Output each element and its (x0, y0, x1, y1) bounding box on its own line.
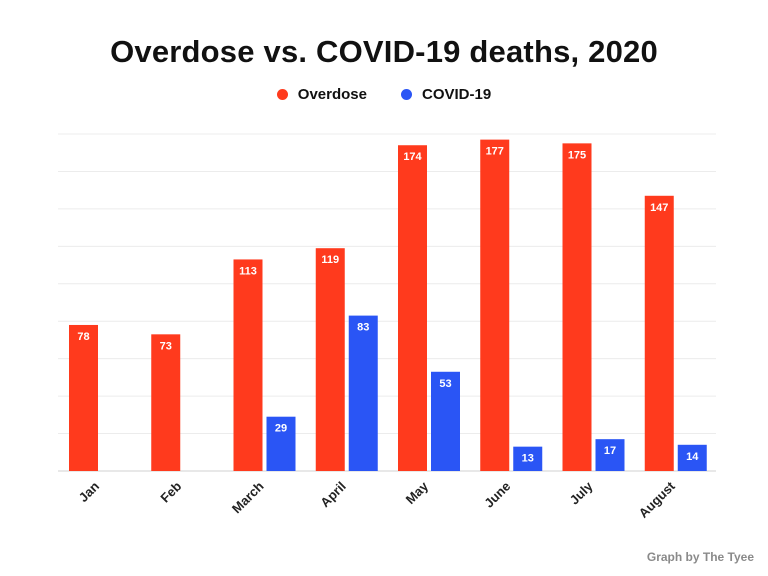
bar-overdose (233, 259, 263, 471)
bar-overdose (398, 145, 427, 471)
bar-covid-19 (595, 439, 625, 471)
data-label: 83 (357, 322, 369, 334)
bar-covid-19 (431, 371, 460, 471)
chart-title: Overdose vs. COVID-19 deaths, 2020 (110, 34, 658, 69)
data-label: 14 (686, 451, 699, 463)
bar-covid-19 (348, 315, 378, 471)
credit-text: Graph by The Tyee (646, 550, 754, 564)
x-tick-label: May (403, 478, 432, 507)
bar-overdose (151, 334, 181, 471)
bar-overdose (315, 248, 345, 471)
legend-swatch-overdose (276, 89, 288, 100)
x-tick-label: July (567, 478, 597, 508)
x-tick-label: March (229, 478, 267, 516)
legend-swatch-covid (401, 89, 412, 100)
data-label: 53 (439, 378, 451, 390)
legend-label-covid: COVID-19 (422, 86, 492, 103)
data-label: 113 (239, 265, 257, 277)
data-label: 175 (568, 149, 586, 161)
bar-overdose (562, 143, 592, 471)
x-tick-label: August (636, 478, 679, 521)
bar-covid-19 (677, 444, 707, 471)
data-label: 177 (486, 146, 504, 158)
data-label: 174 (403, 151, 422, 163)
legend-label-overdose: Overdose (297, 86, 367, 103)
bar-overdose (644, 195, 674, 472)
x-tick-label: April (317, 479, 349, 511)
bar-overdose (480, 139, 510, 471)
legend-item-overdose: Overdose (276, 86, 367, 103)
data-label: 73 (160, 340, 172, 352)
bar-overdose (69, 324, 98, 471)
data-label: 147 (650, 202, 668, 214)
data-label: 13 (522, 453, 534, 465)
legend-item-covid: COVID-19 (401, 86, 491, 103)
data-label: 78 (77, 331, 89, 343)
data-label: 29 (275, 423, 287, 435)
x-tick-label: Feb (157, 478, 184, 505)
bar-covid-19 (513, 446, 543, 471)
data-label: 119 (321, 254, 339, 266)
data-label: 17 (604, 445, 616, 457)
x-tick-label: Jan (76, 478, 102, 504)
legend: Overdose COVID-19 (0, 86, 768, 103)
bar-covid-19 (266, 416, 296, 471)
x-tick-label: June (481, 479, 513, 511)
